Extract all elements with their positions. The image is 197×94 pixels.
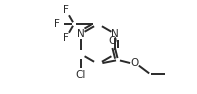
- Text: F: F: [63, 33, 68, 43]
- Text: N: N: [112, 29, 119, 39]
- Text: Cl: Cl: [75, 70, 86, 80]
- Text: O: O: [131, 58, 139, 68]
- Text: F: F: [54, 19, 60, 29]
- Text: N: N: [77, 29, 85, 39]
- Text: F: F: [63, 5, 68, 15]
- Text: O: O: [109, 36, 117, 46]
